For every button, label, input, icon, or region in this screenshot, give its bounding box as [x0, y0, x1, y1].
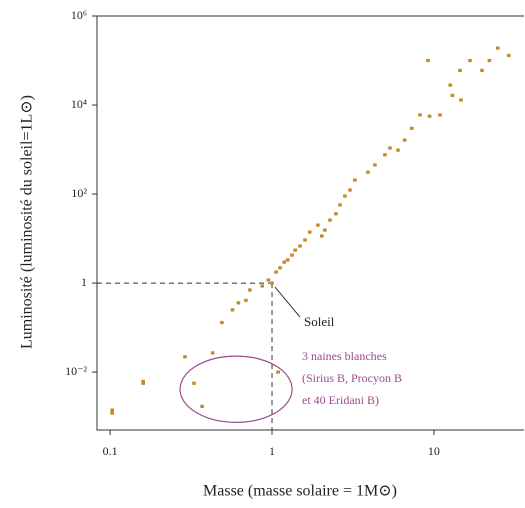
- data-point: [290, 253, 294, 257]
- y-tick-label: 10⁴: [71, 97, 87, 111]
- data-point: [383, 153, 387, 157]
- plot-frame: [96, 15, 524, 431]
- data-point: [183, 355, 187, 359]
- data-point: [334, 212, 338, 216]
- data-point: [298, 244, 302, 248]
- data-point: [236, 301, 241, 305]
- y-tick-label: 10⁻²: [65, 364, 87, 378]
- white-dwarf-note: et 40 Eridani B): [302, 393, 379, 407]
- data-point: [402, 138, 407, 142]
- data-point: [200, 404, 204, 408]
- data-point: [480, 68, 484, 72]
- data-point: [260, 284, 265, 288]
- sun-label: Soleil: [304, 314, 335, 329]
- x-axis-label: Masse (masse solaire = 1M⊙): [203, 483, 397, 500]
- data-point: [343, 194, 347, 198]
- data-point: [248, 288, 252, 292]
- data-point: [338, 203, 342, 207]
- data-point: [276, 370, 280, 374]
- data-point: [450, 93, 455, 97]
- data-point: [468, 58, 472, 63]
- data-point: [495, 46, 500, 50]
- data-point: [230, 308, 235, 312]
- data-point: [458, 68, 462, 72]
- y-tick-label: 10²: [71, 186, 87, 200]
- data-point: [373, 163, 377, 167]
- data-point: [366, 170, 370, 174]
- data-point: [220, 320, 224, 325]
- data-point: [110, 408, 114, 412]
- y-tick-label: 10⁶: [71, 8, 87, 22]
- data-point: [418, 113, 422, 117]
- x-tick-label: 1: [269, 444, 275, 458]
- y-axis-label: Luminosité (luminosité du soleil=1L⊙): [19, 95, 36, 349]
- data-point: [426, 58, 430, 63]
- data-point: [192, 381, 196, 385]
- white-dwarf-ellipse: [179, 355, 293, 423]
- sun-leader: [274, 286, 301, 318]
- data-point: [293, 248, 297, 252]
- data-point: [487, 58, 492, 63]
- data-point: [303, 238, 307, 242]
- white-dwarf-note: (Sirius B, Procyon B: [302, 371, 402, 385]
- data-point: [448, 83, 452, 87]
- x-tick-label: 10: [428, 444, 440, 458]
- white-dwarf-note: 3 naines blanches: [302, 349, 387, 363]
- data-point: [141, 379, 145, 383]
- data-point: [282, 260, 287, 264]
- data-point: [506, 53, 511, 58]
- data-point: [323, 228, 327, 232]
- y-tick-label: 1: [81, 275, 87, 289]
- data-point: [353, 178, 357, 182]
- data-point: [316, 223, 320, 227]
- data-point: [141, 381, 145, 385]
- data-point: [285, 258, 290, 262]
- data-point: [348, 188, 352, 192]
- data-point: [274, 270, 278, 274]
- data-point: [307, 230, 312, 234]
- data-point: [266, 278, 271, 282]
- data-point: [396, 148, 400, 152]
- data-point: [459, 98, 463, 102]
- data-point: [210, 351, 215, 355]
- data-point: [110, 411, 114, 415]
- data-point: [320, 234, 324, 238]
- data-point: [278, 266, 282, 270]
- x-tick-label: 0.1: [103, 444, 118, 458]
- data-point: [438, 113, 442, 117]
- data-point: [244, 298, 248, 302]
- data-point: [388, 146, 392, 150]
- data-point: [328, 218, 332, 222]
- data-point: [409, 126, 414, 130]
- data-point: [270, 281, 274, 285]
- data-point: [427, 114, 432, 118]
